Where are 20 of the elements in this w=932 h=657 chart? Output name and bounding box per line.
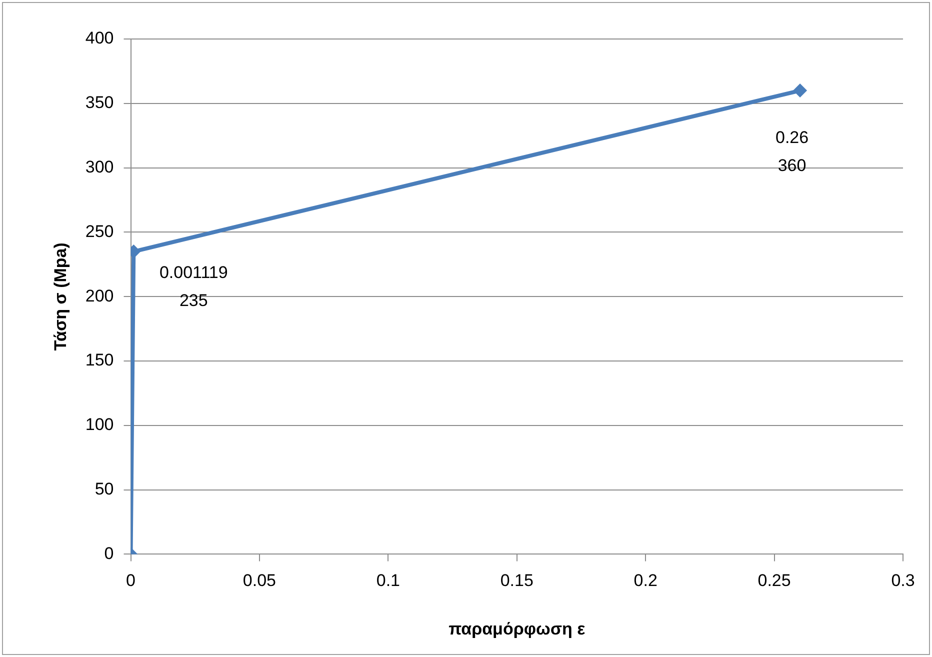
x-tick-label: 0.05	[242, 571, 276, 590]
y-tick-label: 300	[85, 157, 114, 176]
x-tick-label: 0.2	[634, 571, 658, 590]
annotation: 0.001119 235	[159, 263, 228, 310]
y-tick-label: 50	[94, 479, 114, 498]
x-tick-label: 0.25	[758, 571, 791, 590]
y-tick-label: 0	[104, 544, 114, 563]
y-tick-label: 350	[85, 93, 114, 112]
x-tick-label: 0.15	[500, 571, 534, 590]
y-tick-label: 200	[85, 286, 114, 306]
x-tick-label: 0.1	[376, 571, 400, 590]
y-tick-label: 150	[85, 350, 114, 370]
x-tick-label: 0	[126, 571, 136, 590]
y-tick-label: 400	[85, 28, 114, 48]
x-axis-title: παραμόρφωση ε	[448, 619, 586, 638]
x-tick-label: 0.3	[891, 571, 915, 590]
y-axis-title: Τάση σ (Mpa)	[50, 242, 70, 351]
annotation: 0.26 360	[775, 128, 809, 176]
y-tick-label: 250	[85, 222, 114, 241]
y-tick-label: 100	[85, 415, 114, 434]
